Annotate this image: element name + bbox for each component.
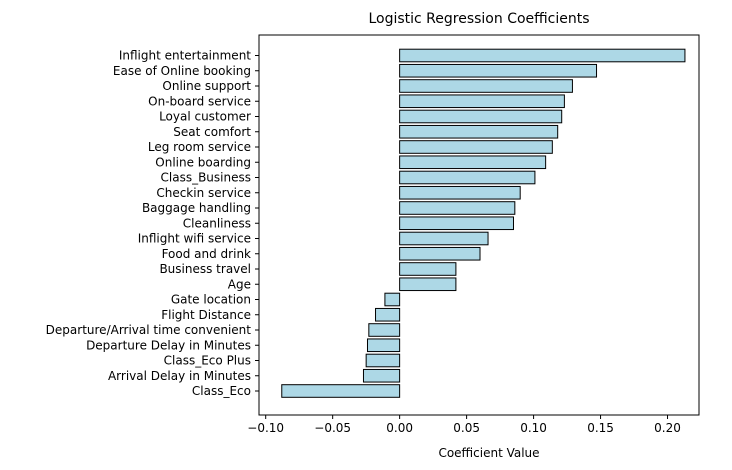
y-tick-label: Online support: [162, 79, 251, 93]
chart-title: Logistic Regression Coefficients: [368, 11, 589, 27]
y-tick-label: Food and drink: [162, 247, 251, 261]
y-tick-label: Online boarding: [155, 155, 251, 169]
plot-frame: [258, 34, 700, 416]
bar-17: [375, 307, 401, 322]
bar-14: [399, 262, 457, 276]
y-tick-label: Arrival Delay in Minutes: [108, 369, 251, 383]
y-tick-label: Gate location: [171, 293, 251, 307]
y-tick-label: Cleanliness: [183, 216, 251, 230]
x-axis-title: Coefficient Value: [438, 446, 539, 460]
x-tick-label: 0.20: [654, 421, 681, 435]
bar-4: [399, 109, 563, 124]
bar-6: [399, 140, 553, 154]
x-tick-label: 0.10: [520, 421, 547, 435]
bar-9: [399, 185, 521, 200]
x-tick-label: −0.10: [247, 421, 284, 435]
bar-1: [399, 63, 598, 78]
y-tick-label: Checkin service: [156, 186, 251, 200]
y-tick-label: Class_Eco: [192, 384, 251, 398]
y-tick-label: Inflight wifi service: [138, 232, 251, 246]
y-tick-label: Loyal customer: [159, 110, 251, 124]
bar-19: [366, 338, 401, 353]
y-tick-label: Flight Distance: [161, 308, 251, 322]
y-tick-label: Age: [228, 277, 251, 291]
x-tick-layer: −0.10 −0.05 0.00 0.05 0.10 0.15 0.20: [247, 415, 681, 435]
y-tick-label: Ease of Online booking: [113, 64, 251, 78]
bar-21: [362, 368, 401, 383]
bar-18: [368, 323, 401, 337]
y-tick-label: Baggage handling: [142, 201, 251, 215]
bar-11: [399, 216, 514, 231]
bar-12: [399, 231, 489, 246]
y-tick-label: Inflight entertainment: [119, 49, 251, 63]
bar-5: [399, 124, 559, 139]
bar-8: [399, 170, 536, 185]
bar-3: [399, 94, 565, 109]
bars-layer: [281, 48, 686, 398]
x-tick-label: −0.05: [314, 421, 351, 435]
y-tick-label: Departure Delay in Minutes: [86, 338, 251, 352]
bar-16: [384, 292, 401, 307]
y-tick-label: Class_Business: [161, 171, 252, 185]
bar-20: [365, 353, 401, 368]
x-tick-label: 0.05: [453, 421, 480, 435]
bar-2: [399, 79, 573, 93]
bar-13: [399, 246, 481, 261]
bar-0: [399, 48, 686, 63]
y-tick-label: Departure/Arrival time convenient: [46, 323, 252, 337]
y-tick-label: Seat comfort: [173, 125, 251, 139]
bar-22: [281, 384, 401, 398]
x-tick-label: 0.00: [386, 421, 413, 435]
bar-7: [399, 155, 547, 170]
y-tick-label: On-board service: [148, 94, 251, 108]
bar-10: [399, 201, 516, 215]
y-tick-label: Class_Eco Plus: [164, 354, 251, 368]
x-tick-label: 0.15: [587, 421, 614, 435]
y-tick-label: Leg room service: [148, 140, 251, 154]
y-tick-label: Business travel: [159, 262, 251, 276]
bar-15: [399, 277, 457, 292]
